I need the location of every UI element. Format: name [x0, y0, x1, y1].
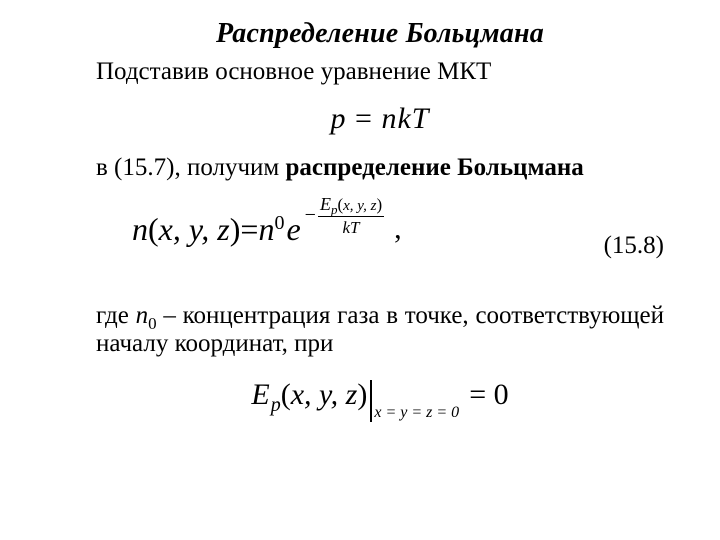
- eq2-num-xyz: x, y, z: [343, 198, 376, 214]
- para3-b: – концентрация газа в точке, соответству…: [96, 302, 664, 357]
- eq1-lhs: p: [331, 102, 347, 135]
- eq2-E: E: [320, 194, 331, 214]
- para3-0: 0: [148, 314, 157, 333]
- para-3: где n0 – концентрация газа в точке, соот…: [96, 302, 664, 358]
- eq2-args: x, y, z: [159, 211, 230, 248]
- equation-3: Ep(x, y, z)x = y = z = 0 = 0: [251, 370, 508, 412]
- slide-title: Распределение Больцмана: [96, 18, 664, 50]
- equation-2: n(x, y, z) = n0e−Ep(x, y, z)kT,: [132, 204, 402, 248]
- eq2-e: e: [286, 211, 300, 248]
- equation-2-container: n(x, y, z) = n0e−Ep(x, y, z)kT, (15.8): [96, 204, 664, 284]
- equation-1: p = nkT: [331, 102, 430, 136]
- eq2-rp: ): [230, 211, 241, 248]
- eq1-eqsign: =: [347, 102, 382, 135]
- eq2-n0n: n: [258, 211, 274, 248]
- para3-n: n: [136, 302, 149, 329]
- para2-bold: распределение Больцмана: [286, 154, 584, 181]
- eq2-num-rp: ): [376, 195, 382, 214]
- eq2-comma: ,: [394, 212, 402, 246]
- eq2-p: p: [331, 202, 338, 217]
- eq2-minus: −: [305, 204, 316, 227]
- eq2-frac-den: kT: [318, 217, 384, 238]
- eq2-n0-0: 0: [274, 212, 284, 234]
- eq3-rp: ): [357, 378, 367, 411]
- slide-page: Распределение Больцмана Подставив основн…: [0, 0, 720, 540]
- eq3-p: p: [271, 394, 281, 416]
- eq3-cond: x = y = z = 0: [374, 404, 459, 422]
- eq2-lp: (: [148, 211, 159, 248]
- eq3-E: E: [251, 378, 269, 411]
- eq3-eq: =: [469, 378, 493, 411]
- eq2-eq: =: [240, 211, 258, 248]
- equation-1-container: p = nkT: [96, 102, 664, 136]
- eq1-rhs: nkT: [381, 102, 429, 135]
- eq3-eqzero: = 0: [469, 378, 508, 412]
- eq3-lp: (: [281, 378, 291, 411]
- eq3-vertical-bar: [370, 380, 372, 422]
- equation-3-container: Ep(x, y, z)x = y = z = 0 = 0: [96, 370, 664, 412]
- eq3-args: x, y, z: [291, 378, 358, 411]
- intro-text: Подставив основное уравнение МКТ: [96, 58, 664, 86]
- equation-2-number: (15.8): [604, 232, 664, 260]
- para2-plain: в (15.7), получим: [96, 154, 286, 181]
- eq3-zero: 0: [494, 378, 509, 411]
- para-2: в (15.7), получим распределение Больцман…: [96, 154, 664, 182]
- eq3-main: Ep(x, y, z): [251, 378, 367, 412]
- para3-a: где: [96, 302, 136, 329]
- eq2-exponent: −Ep(x, y, z)kT: [305, 194, 384, 238]
- eq2-frac-num: Ep(x, y, z): [318, 194, 384, 217]
- eq2-frac: Ep(x, y, z)kT: [318, 194, 384, 238]
- eq2-n: n: [132, 211, 148, 248]
